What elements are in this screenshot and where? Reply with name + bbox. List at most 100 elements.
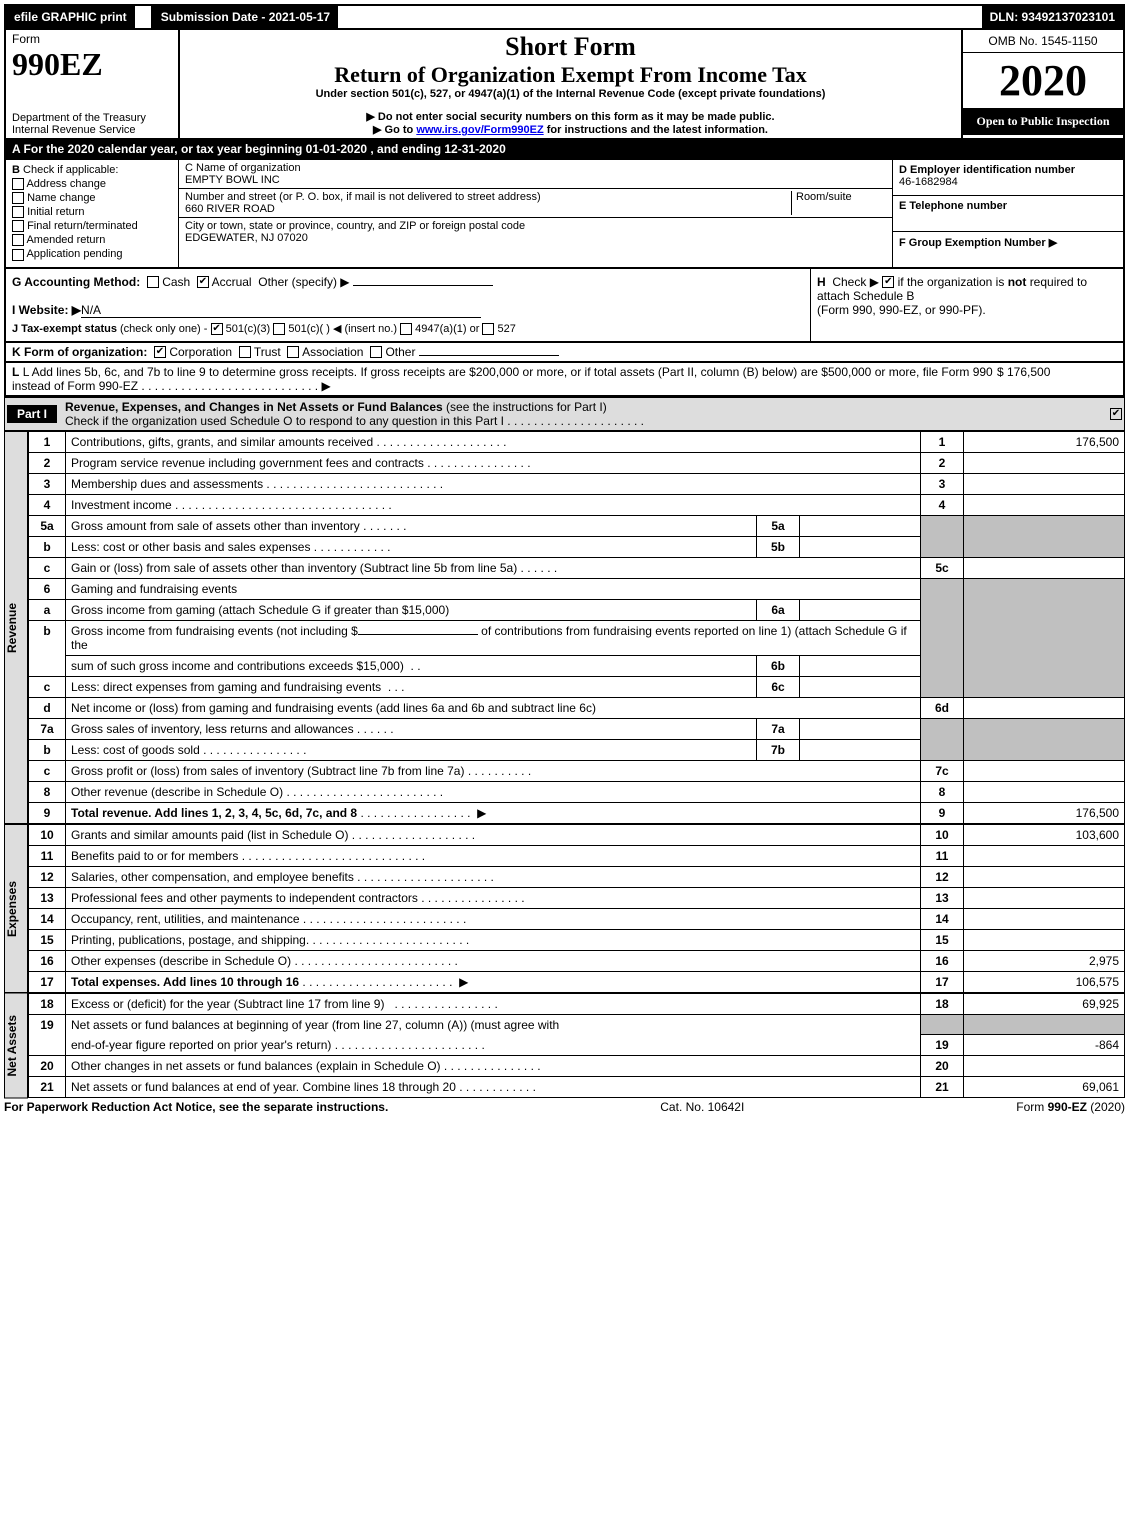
amt-10: 103,600 — [964, 824, 1125, 845]
under-section: Under section 501(c), 527, or 4947(a)(1)… — [186, 88, 955, 100]
lbl-initial-return: Initial return — [27, 206, 84, 218]
lbl-trust: Trust — [254, 345, 281, 359]
line-5c: cGain or (loss) from sale of assets othe… — [29, 557, 1125, 578]
lbl-ein: D Employer identification number — [899, 164, 1075, 176]
line-13: 13Professional fees and other payments t… — [29, 887, 1125, 908]
line-10: 10Grants and similar amounts paid (list … — [29, 824, 1125, 845]
lbl-cash: Cash — [162, 275, 190, 289]
expenses-section: Expenses 10Grants and similar amounts pa… — [4, 824, 1125, 993]
spacer — [338, 6, 981, 28]
val-city: EDGEWATER, NJ 07020 — [185, 232, 308, 244]
short-form-title: Short Form — [186, 32, 955, 62]
check-if-label: Check if applicable: — [23, 164, 118, 176]
line-7a: 7aGross sales of inventory, less returns… — [29, 718, 1125, 739]
check-527[interactable] — [482, 323, 494, 335]
top-bar: efile GRAPHIC print Submission Date - 20… — [4, 4, 1125, 30]
return-title: Return of Organization Exempt From Incom… — [186, 62, 955, 88]
val-ein: 46-1682984 — [899, 176, 958, 188]
lbl-501c: 501(c)( ) ◀ (insert no.) — [288, 323, 397, 335]
check-schedule-b-not-required[interactable]: ✔ — [882, 276, 894, 288]
check-4947[interactable] — [400, 323, 412, 335]
goto-link[interactable]: www.irs.gov/Form990EZ — [416, 124, 543, 136]
amt-19: -864 — [964, 1035, 1125, 1056]
goto-pre: ▶ Go to — [373, 124, 416, 136]
line-6: 6Gaming and fundraising events — [29, 578, 1125, 599]
irs-label: Internal Revenue Service — [12, 124, 172, 136]
val-website: N/A — [81, 303, 481, 318]
check-amended-return[interactable] — [12, 234, 24, 246]
lbl-accrual: Accrual — [212, 275, 252, 289]
amt-9: 176,500 — [964, 802, 1125, 823]
amt-1: 176,500 — [964, 431, 1125, 452]
input-other-method[interactable] — [353, 285, 493, 286]
goto-line: ▶ Go to www.irs.gov/Form990EZ for instru… — [186, 123, 955, 136]
goto-post: for instructions and the latest informat… — [544, 124, 768, 136]
lbl-527: 527 — [498, 323, 516, 335]
check-501c3[interactable]: ✔ — [211, 323, 223, 335]
line-7c: cGross profit or (loss) from sales of in… — [29, 760, 1125, 781]
dln: DLN: 93492137023101 — [982, 6, 1123, 28]
lbl-final-return: Final return/terminated — [27, 220, 138, 232]
arrow-icon: ▶ — [321, 379, 330, 393]
check-application-pending[interactable] — [12, 249, 24, 261]
check-name-change[interactable] — [12, 192, 24, 204]
line-18: 18Excess or (deficit) for the year (Subt… — [29, 993, 1125, 1014]
check-cash[interactable] — [147, 276, 159, 288]
lbl-address-change: Address change — [26, 178, 106, 190]
lbl-org-name: C Name of organization — [185, 162, 301, 174]
check-initial-return[interactable] — [12, 206, 24, 218]
line-16: 16Other expenses (describe in Schedule O… — [29, 950, 1125, 971]
val-street: 660 RIVER ROAD — [185, 203, 275, 215]
line-14: 14Occupancy, rent, utilities, and mainte… — [29, 908, 1125, 929]
lbl-corporation: Corporation — [169, 345, 232, 359]
form-header: Form 990EZ Department of the Treasury In… — [4, 30, 1125, 140]
efile-print[interactable]: efile GRAPHIC print — [6, 6, 135, 28]
arrow-icon: ▶ — [477, 806, 486, 820]
input-other-org[interactable] — [419, 355, 559, 356]
footer-formref: Form 990-EZ (2020) — [1016, 1100, 1125, 1114]
form-number: 990EZ — [12, 46, 172, 83]
line-19a: 19Net assets or fund balances at beginni… — [29, 1014, 1125, 1035]
side-label-expenses: Expenses — [4, 824, 28, 993]
net-assets-section: Net Assets 18Excess or (deficit) for the… — [4, 993, 1125, 1099]
lbl-form-of-org: K Form of organization: — [12, 345, 147, 359]
lbl-other-org: Other — [385, 345, 415, 359]
check-schedule-o-used[interactable]: ✔ — [1110, 408, 1122, 420]
lbl-association: Association — [302, 345, 363, 359]
page-footer: For Paperwork Reduction Act Notice, see … — [4, 1098, 1125, 1114]
amt-16: 2,975 — [964, 950, 1125, 971]
footer-catno: Cat. No. 10642I — [388, 1100, 1016, 1114]
check-association[interactable] — [287, 346, 299, 358]
side-label-net-assets: Net Assets — [4, 993, 28, 1099]
lbl-group-exemption: F Group Exemption Number ▶ — [899, 237, 1057, 249]
line-15: 15Printing, publications, postage, and s… — [29, 929, 1125, 950]
open-to-public: Open to Public Inspection — [963, 108, 1123, 135]
check-address-change[interactable] — [12, 178, 24, 190]
h-text4: (Form 990, 990-EZ, or 990-PF). — [817, 303, 986, 317]
line-5a: 5aGross amount from sale of assets other… — [29, 515, 1125, 536]
amt-17: 106,575 — [964, 971, 1125, 992]
val-org-name: EMPTY BOWL INC — [185, 174, 280, 186]
part-i-title: Revenue, Expenses, and Changes in Net As… — [65, 400, 443, 414]
line-21: 21Net assets or fund balances at end of … — [29, 1077, 1125, 1098]
check-corporation[interactable]: ✔ — [154, 346, 166, 358]
line-12: 12Salaries, other compensation, and empl… — [29, 866, 1125, 887]
check-501c[interactable] — [273, 323, 285, 335]
lbl-name-change: Name change — [27, 192, 96, 204]
part-i-header: Part I Revenue, Expenses, and Changes in… — [4, 397, 1125, 431]
submission-date: Submission Date - 2021-05-17 — [153, 6, 338, 28]
line-3: 3Membership dues and assessments . . . .… — [29, 473, 1125, 494]
line-11: 11Benefits paid to or for members . . . … — [29, 845, 1125, 866]
footer-paperwork: For Paperwork Reduction Act Notice, see … — [4, 1100, 388, 1114]
lbl-city: City or town, state or province, country… — [185, 220, 525, 232]
lbl-h: H — [817, 275, 826, 289]
check-trust[interactable] — [239, 346, 251, 358]
check-other-org[interactable] — [370, 346, 382, 358]
check-accrual[interactable]: ✔ — [197, 276, 209, 288]
input-6b-amount[interactable] — [358, 634, 478, 635]
h-text2: if the organization is — [898, 275, 1005, 289]
check-final-return[interactable] — [12, 220, 24, 232]
lbl-check-one: (check only one) - — [120, 323, 207, 335]
lbl-tax-exempt: J Tax-exempt status — [12, 323, 117, 335]
revenue-section: Revenue 1Contributions, gifts, grants, a… — [4, 431, 1125, 824]
